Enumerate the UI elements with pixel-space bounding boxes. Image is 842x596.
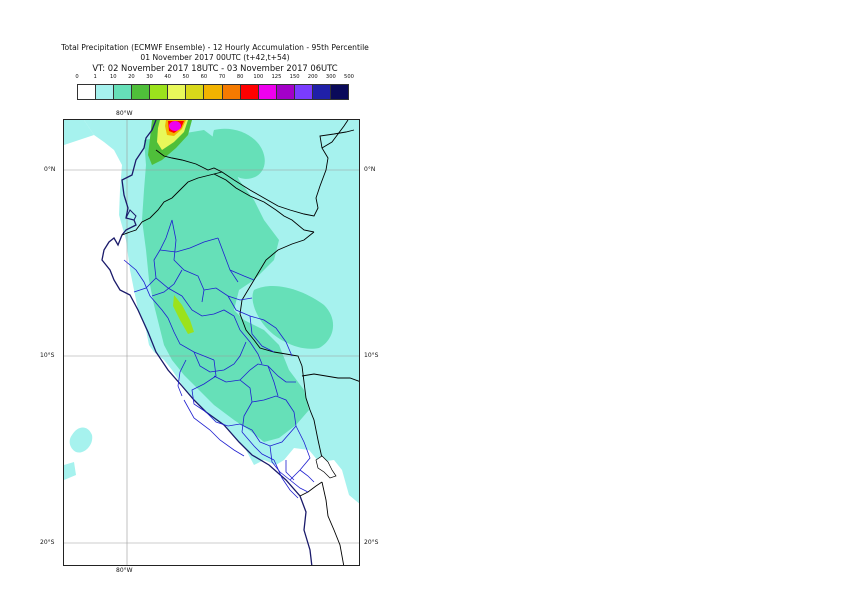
- border-colombia-peru: [213, 173, 315, 233]
- legend-swatch: [114, 85, 133, 99]
- map-frame: [63, 119, 360, 566]
- legend-swatch: [132, 85, 151, 99]
- legend-swatch: [150, 85, 169, 99]
- title-line-2: 01 November 2017 00UTC (t+42,t+54): [140, 53, 290, 62]
- legend-label: 200: [307, 74, 318, 80]
- coastline: [101, 120, 313, 565]
- lat-label-0n-left: 0°N: [44, 166, 56, 173]
- border-brazil-venezuela: [321, 120, 349, 149]
- legend-swatch: [258, 85, 277, 99]
- border-colombia-ecuador: [155, 149, 235, 181]
- precip-area-medium-north: [212, 128, 265, 179]
- color-legend: 0 1 10 20 30 40 50 60 70 80 100 125 150 200 300 500: [70, 74, 360, 104]
- lat-label-20s-right: 20°S: [364, 539, 379, 546]
- border-ecuador-peru: [121, 171, 223, 236]
- legend-labels: 0 1 10 20 30 40 50 60 70 80 100 125 150 200 300 500: [70, 74, 360, 83]
- border-colombia-brazil: [233, 129, 355, 217]
- legend-swatch: [240, 85, 259, 99]
- precip-area-medium-east: [252, 285, 334, 349]
- legend-label: 50: [182, 74, 190, 80]
- border-brazil-bolivia: [301, 373, 359, 382]
- border-bolivia-chile: [321, 481, 345, 565]
- legend-label: 60: [200, 74, 208, 80]
- legend-label: 125: [271, 74, 282, 80]
- lat-label-10s-right: 10°S: [364, 352, 379, 359]
- legend-swatch: [222, 85, 241, 99]
- legend-label: 20: [128, 74, 135, 80]
- legend-label: 0: [75, 74, 79, 80]
- lat-label-0n-right: 0°N: [364, 166, 376, 173]
- legend-label: 10: [109, 74, 117, 80]
- precip-area-light-ocean-3: [64, 462, 76, 480]
- legend-swatch: [330, 85, 348, 99]
- legend-label: 70: [218, 74, 226, 80]
- title-line-3: VT: 02 November 2017 18UTC - 03 November…: [92, 63, 338, 73]
- border-peru-chile: [299, 481, 323, 497]
- legend-swatch: [186, 85, 205, 99]
- border-peru-brazil: [239, 231, 315, 367]
- map-title: Total Precipitation (ECMWF Ensemble) - 1…: [40, 43, 390, 74]
- legend-label: 100: [253, 74, 264, 80]
- precip-area-light-ocean-2: [69, 427, 93, 453]
- legend-swatch: [204, 85, 223, 99]
- legend-swatch: [294, 85, 313, 99]
- legend-label: 80: [236, 74, 244, 80]
- legend-swatch: [168, 85, 187, 99]
- lat-label-20s-left: 20°S: [40, 539, 55, 546]
- precip-area-green-streak: [173, 295, 194, 334]
- coastline-gulf: [125, 209, 137, 221]
- legend-swatch: [312, 85, 331, 99]
- lon-label-bottom: 80°W: [116, 567, 133, 574]
- legend-label: 30: [146, 74, 153, 80]
- legend-label: 1: [93, 74, 97, 80]
- precip-core-magenta: [169, 121, 181, 131]
- legend-label: 150: [289, 74, 300, 80]
- regional-borders: [123, 219, 315, 499]
- precip-area-light-ocean-1: [64, 120, 94, 145]
- border-peru-bolivia: [301, 365, 327, 473]
- title-line-1: Total Precipitation (ECMWF Ensemble) - 1…: [61, 43, 369, 52]
- lat-label-10s-left: 10°S: [40, 352, 55, 359]
- legend-label: 300: [325, 74, 336, 80]
- legend-swatch: [78, 85, 97, 99]
- lon-label-top: 80°W: [116, 110, 133, 117]
- lake-titicaca: [315, 455, 337, 479]
- legend-swatch: [276, 85, 295, 99]
- legend-swatch: [96, 85, 115, 99]
- legend-label: 40: [164, 74, 171, 80]
- legend-label: 500: [344, 74, 354, 80]
- legend-color-bar: [77, 84, 349, 100]
- precipitation-map: [64, 120, 359, 565]
